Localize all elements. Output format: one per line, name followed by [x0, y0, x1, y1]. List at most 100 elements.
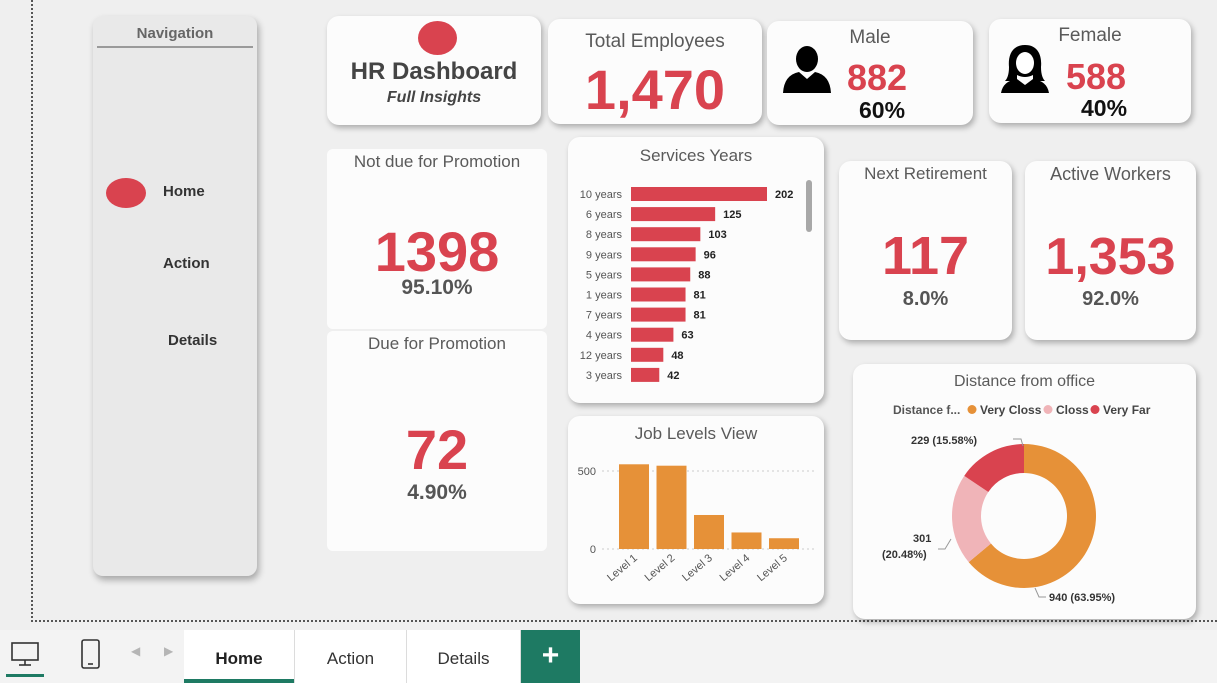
distance-legend-label[interactable]: Very Far — [1103, 403, 1151, 417]
canvas-bottom-guide — [31, 620, 1217, 622]
services-years-card: Services Years 10 years 202 6 years 125 8 ye… — [568, 137, 824, 403]
dashboard-subtitle: Full Insights — [327, 89, 541, 107]
due-promotion-label: Due for Promotion — [327, 334, 547, 354]
navigation-divider — [97, 46, 253, 48]
job-level-bar[interactable] — [657, 466, 687, 549]
male-card: Male 882 60% — [767, 21, 973, 125]
next-retirement-percent: 8.0% — [839, 288, 1012, 311]
active-workers-label: Active Workers — [1025, 164, 1196, 185]
report-canvas: Navigation Home Action Details HR Dashbo… — [0, 0, 1217, 630]
service-years-category-label: 6 years — [586, 209, 623, 221]
services-years-scrollbar[interactable] — [806, 180, 812, 232]
total-employees-label: Total Employees — [548, 31, 762, 53]
tab-details[interactable]: Details — [407, 630, 521, 683]
active-page-indicator — [106, 178, 146, 208]
male-person-icon — [781, 43, 833, 93]
female-value: 588 — [1066, 56, 1126, 98]
not-due-promotion-label: Not due for Promotion — [327, 152, 547, 172]
service-years-category-label: 1 years — [586, 290, 623, 302]
total-employees-value: 1,470 — [548, 57, 762, 122]
next-retirement-label: Next Retirement — [839, 164, 1012, 184]
not-due-promotion-percent: 95.10% — [327, 276, 547, 300]
add-page-button[interactable]: + — [521, 630, 580, 683]
due-promotion-value: 72 — [327, 417, 547, 482]
desktop-view-icon[interactable] — [10, 640, 40, 670]
distance-legend-title: Distance f... — [893, 403, 960, 417]
total-employees-card: Total Employees 1,470 — [548, 19, 762, 124]
navigation-title: Navigation — [93, 25, 257, 42]
due-promotion-card: Due for Promotion 72 4.90% — [327, 331, 547, 551]
service-years-category-label: 4 years — [586, 330, 623, 342]
tab-home[interactable]: Home — [184, 630, 295, 683]
service-years-value-label: 48 — [671, 350, 683, 362]
distance-chart: Distance f... Very Closs Closs Very Far 229 … — [853, 364, 1196, 619]
service-years-value-label: 125 — [723, 209, 741, 221]
service-years-value-label: 81 — [694, 290, 706, 302]
service-years-value-label: 42 — [667, 370, 679, 382]
service-years-bar[interactable] — [631, 187, 767, 201]
service-years-bar[interactable] — [631, 207, 715, 221]
nav-item-details[interactable]: Details — [168, 332, 217, 349]
job-level-category-label: Level 4 — [718, 552, 753, 584]
job-levels-card: Job Levels View 500 0 Level 1 Level 2 Level … — [568, 416, 824, 604]
service-years-value-label: 202 — [775, 189, 793, 201]
scroll-tabs-right-icon[interactable]: ▶ — [164, 644, 173, 658]
distance-legend-label[interactable]: Very Closs — [980, 403, 1042, 417]
distance-data-label: 940 (63.95%) — [1049, 592, 1115, 604]
service-years-category-label: 5 years — [586, 269, 623, 281]
not-due-promotion-value: 1398 — [327, 219, 547, 284]
next-retirement-card: Next Retirement 117 8.0% — [839, 161, 1012, 340]
service-years-bar[interactable] — [631, 267, 690, 281]
job-level-bar[interactable] — [732, 532, 762, 549]
active-workers-value: 1,353 — [1025, 227, 1196, 287]
navigation-panel: Navigation Home Action Details — [93, 16, 257, 576]
service-years-category-label: 7 years — [586, 310, 623, 322]
service-years-bar[interactable] — [631, 288, 686, 302]
service-years-value-label: 63 — [681, 330, 693, 342]
scroll-tabs-left-icon[interactable]: ◀ — [131, 644, 140, 658]
tab-action[interactable]: Action — [295, 630, 407, 683]
service-years-bar[interactable] — [631, 348, 663, 362]
job-level-bar[interactable] — [769, 538, 799, 549]
job-levels-y-tick: 0 — [590, 544, 596, 556]
job-level-category-label: Level 3 — [680, 552, 715, 584]
job-levels-y-tick: 500 — [578, 466, 596, 478]
not-due-promotion-card: Not due for Promotion 1398 95.10% — [327, 149, 547, 329]
service-years-value-label: 96 — [704, 249, 716, 261]
job-level-bar[interactable] — [694, 515, 724, 549]
service-years-bar[interactable] — [631, 368, 659, 382]
due-promotion-percent: 4.90% — [327, 481, 547, 505]
distance-legend-swatch — [968, 405, 977, 414]
distance-leader-line — [1035, 588, 1046, 597]
nav-item-home[interactable]: Home — [163, 183, 205, 200]
distance-leader-line — [938, 539, 951, 549]
distance-data-label: 229 (15.58%) — [911, 435, 977, 447]
distance-legend-label[interactable]: Closs — [1056, 403, 1089, 417]
mobile-view-icon[interactable] — [79, 638, 103, 670]
header-card: HR Dashboard Full Insights — [327, 16, 541, 125]
distance-data-label-value: 301 — [913, 533, 931, 545]
service-years-category-label: 3 years — [586, 370, 623, 382]
service-years-bar[interactable] — [631, 328, 673, 342]
service-years-value-label: 81 — [694, 310, 706, 322]
male-percent: 60% — [859, 97, 905, 124]
service-years-value-label: 103 — [708, 229, 726, 241]
male-value: 882 — [847, 57, 907, 99]
job-level-category-label: Level 5 — [755, 552, 790, 584]
service-years-category-label: 8 years — [586, 229, 623, 241]
service-years-bar[interactable] — [631, 308, 686, 322]
logo-dot — [418, 21, 457, 55]
female-card: Female 588 40% — [989, 19, 1191, 123]
canvas-left-guide — [31, 0, 33, 622]
job-level-bar[interactable] — [619, 464, 649, 549]
distance-data-label-percent: (20.48%) — [882, 549, 927, 561]
service-years-bar[interactable] — [631, 247, 696, 261]
female-percent: 40% — [1081, 95, 1127, 122]
service-years-category-label: 9 years — [586, 249, 623, 261]
service-years-bar[interactable] — [631, 227, 700, 241]
service-years-category-label: 12 years — [580, 350, 623, 362]
dashboard-title: HR Dashboard — [327, 58, 541, 86]
nav-item-action[interactable]: Action — [163, 255, 210, 272]
distance-card: Distance from office Distance f... Very C… — [853, 364, 1196, 619]
female-person-icon — [999, 43, 1051, 93]
